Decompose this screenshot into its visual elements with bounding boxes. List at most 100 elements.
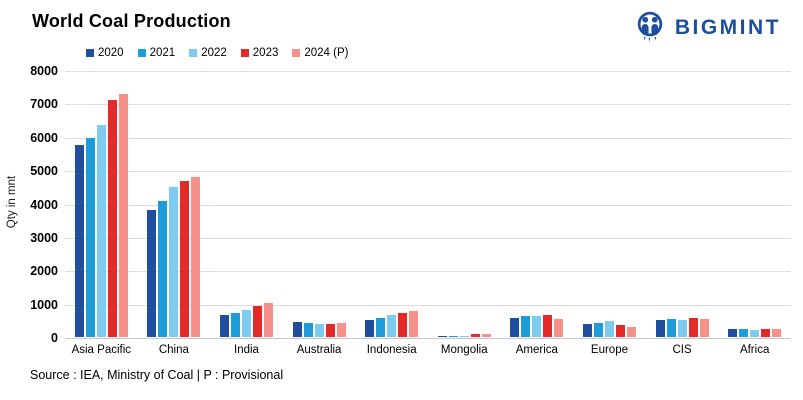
brand-logo: BIGMINT (631, 8, 781, 48)
bar-group-asia-pacific (65, 71, 138, 337)
bar-2023-cis (688, 318, 698, 337)
bar-2022-america (532, 316, 542, 337)
bar-2023-indonesia (398, 313, 408, 337)
legend-swatch (137, 49, 146, 57)
bar-2020-india (219, 315, 229, 337)
gridline-6000 (65, 137, 791, 139)
bar-2020-mongolia (437, 336, 447, 337)
chart-legend: 2020 2021 2022 2023 2024 (P) (86, 47, 348, 59)
x-tick-africa: Africa (739, 344, 770, 356)
bar-2024P-cis (699, 319, 709, 337)
bar-2021-america (521, 316, 531, 337)
bar-2021-europe (593, 323, 603, 337)
bar-2021-indonesia (376, 318, 386, 337)
chart-plot-area (65, 71, 791, 339)
bar-2020-europe (582, 324, 592, 337)
bar-2024P-europe (626, 327, 636, 337)
legend-item-2022: 2022 (189, 47, 227, 59)
bar-2023-india (252, 306, 262, 337)
y-tick-0: 0 (51, 331, 58, 345)
x-axis-ticks: Asia Pacific China India Australia Indonesia… (65, 344, 791, 356)
x-tick-australia: Australia (296, 344, 342, 356)
bar-2022-europe (604, 321, 614, 337)
bar-2023-europe (615, 325, 625, 337)
gridline-8000 (65, 71, 791, 72)
legend-item-2024 (P): 2024 (P) (292, 47, 348, 59)
bar-2024P-africa (772, 329, 782, 337)
bar-2024P-indonesia (409, 311, 419, 337)
bar-2023-china (180, 181, 190, 337)
bar-2022-india (241, 310, 251, 337)
y-tick-2000: 2000 (30, 264, 58, 279)
bar-group-australia (283, 71, 356, 337)
bar-2022-africa (750, 330, 760, 337)
y-tick-7000: 7000 (30, 97, 58, 112)
bar-2021-africa (739, 329, 749, 337)
legend-label: 2023 (252, 47, 279, 59)
legend-item-2021: 2021 (137, 47, 176, 59)
bar-2020-america (510, 318, 520, 337)
bar-2023-africa (761, 329, 771, 337)
y-tick-4000: 4000 (30, 197, 58, 212)
x-tick-america: America (515, 344, 558, 356)
legend-item-2023: 2023 (240, 47, 279, 59)
bar-2021-cis (666, 319, 676, 337)
bar-2023-mongolia (470, 334, 480, 337)
y-tick-3000: 3000 (30, 230, 58, 245)
x-tick-india: India (234, 344, 259, 356)
y-tick-5000: 5000 (30, 164, 58, 179)
gridline-0 (65, 338, 791, 339)
bar-2021-mongolia (448, 336, 458, 337)
bar-group-mongolia (428, 71, 501, 337)
bar-group-indonesia (355, 71, 428, 337)
gridline-1000 (65, 304, 791, 306)
y-axis-title: Qty in mnt (6, 175, 18, 229)
bar-2024P-australia (336, 323, 346, 337)
bar-2021-china (158, 201, 168, 337)
gridline-2000 (65, 271, 791, 273)
gridline-3000 (65, 237, 791, 239)
y-tick-8000: 8000 (30, 64, 58, 78)
gridline-7000 (65, 104, 791, 106)
bar-2024P-india (263, 303, 273, 337)
x-tick-asia-pacific: Asia Pacific (71, 344, 132, 356)
legend-label: 2020 (98, 47, 124, 59)
page-title: World Coal Production (32, 11, 231, 31)
bar-2021-india (230, 313, 240, 337)
bar-2020-australia (292, 322, 302, 337)
legend-swatch (86, 49, 94, 57)
bar-2022-asia-pacific (96, 125, 106, 337)
bar-group-africa (718, 71, 791, 337)
bar-2022-indonesia (387, 315, 397, 337)
bar-2020-africa (728, 329, 738, 337)
bar-group-europe (573, 71, 646, 337)
legend-label: 2021 (149, 47, 176, 59)
x-tick-china: China (158, 344, 189, 356)
bar-2024P-america (554, 319, 564, 337)
bar-2023-australia (325, 324, 335, 337)
legend-label: 2022 (201, 47, 227, 59)
bar-2020-asia-pacific (74, 145, 84, 337)
bar-2022-cis (677, 320, 687, 337)
y-axis-ticks: 0 1000 2000 3000 4000 5000 6000 7000 8000 (0, 0, 58, 400)
bar-2021-asia-pacific (85, 138, 95, 337)
legend-swatch (240, 49, 249, 57)
bars-row (65, 71, 791, 337)
y-tick-6000: 6000 (30, 130, 58, 145)
bar-2022-australia (314, 324, 324, 337)
source-note: Source : IEA, Ministry of Coal | P : Pro… (30, 368, 284, 382)
bar-2022-china (169, 187, 179, 337)
y-tick-1000: 1000 (30, 297, 58, 312)
legend-swatch (189, 49, 198, 57)
legend-swatch (292, 49, 301, 57)
bigmint-logo-icon (631, 8, 669, 48)
bar-2023-america (543, 315, 553, 337)
bar-group-india (210, 71, 283, 337)
x-tick-europe: Europe (590, 344, 628, 356)
bar-2020-indonesia (365, 320, 375, 337)
bar-2024P-mongolia (481, 334, 491, 337)
x-tick-cis: CIS (672, 344, 692, 356)
x-tick-mongolia: Mongolia (440, 344, 488, 356)
bar-2021-australia (303, 323, 313, 337)
bar-2024P-china (191, 177, 201, 337)
